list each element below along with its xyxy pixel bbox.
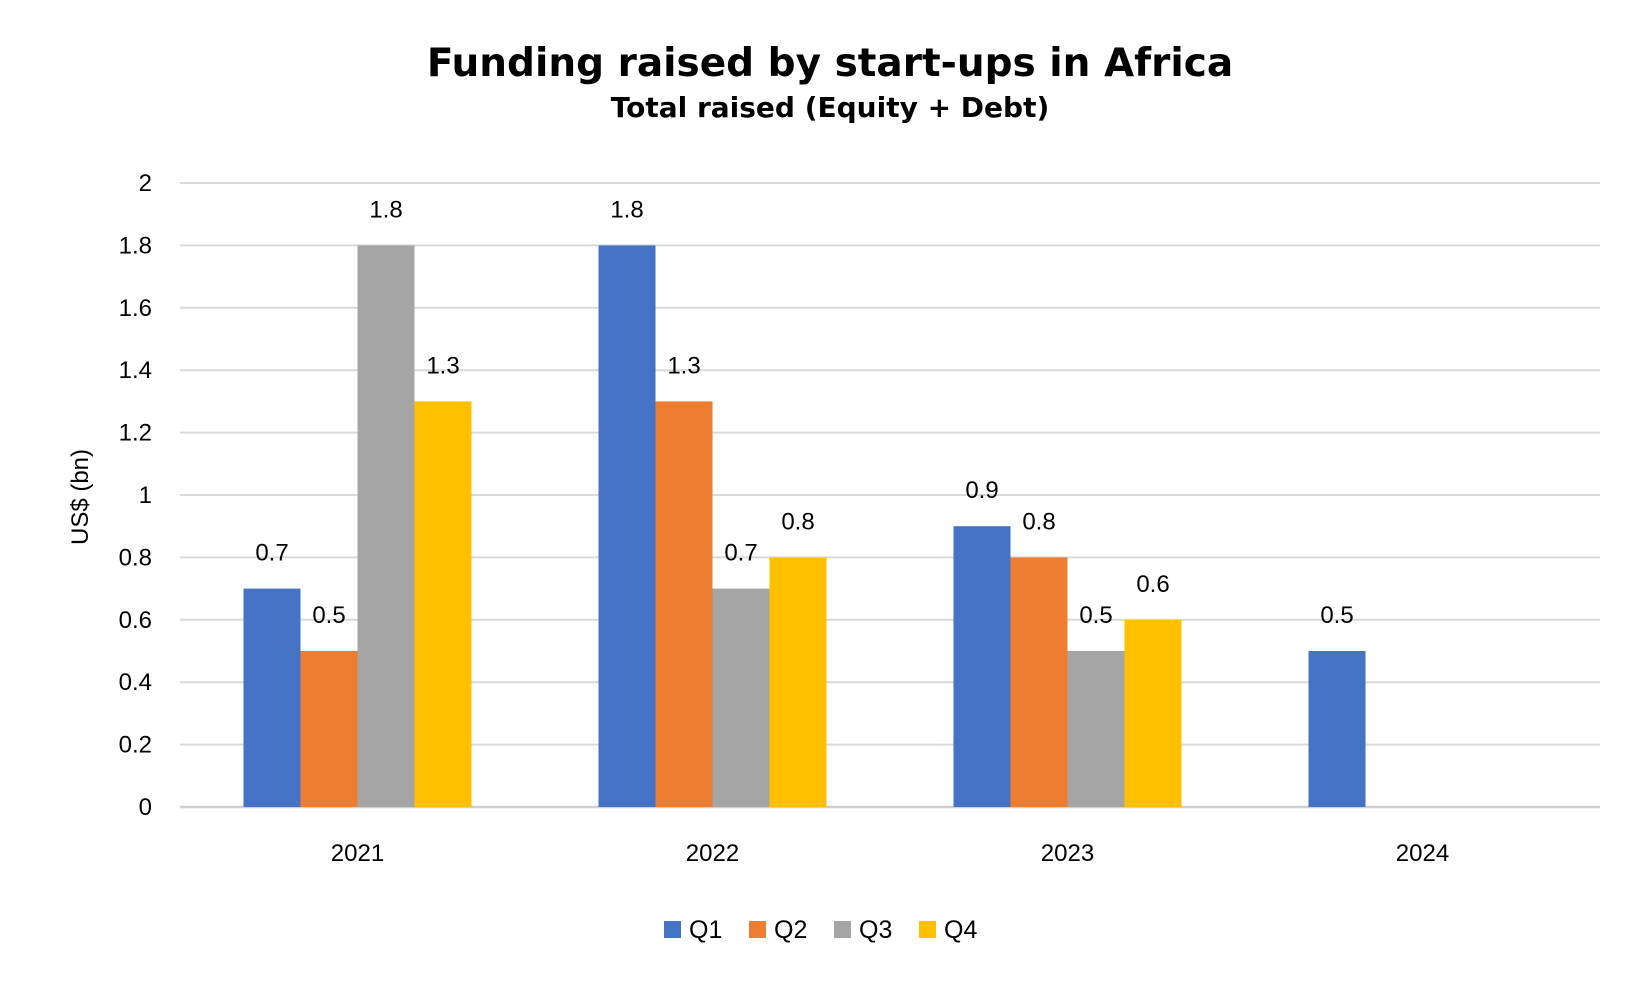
bar-q3-2021 xyxy=(357,245,415,807)
data-label: 0.8 xyxy=(1022,508,1055,535)
bar-q4-2023 xyxy=(1124,619,1182,807)
bar-q4-2022 xyxy=(769,557,827,807)
y-tick-label: 1.2 xyxy=(119,420,152,447)
data-label: 0.8 xyxy=(781,508,814,535)
bar-q1-2023 xyxy=(953,526,1011,807)
y-tick-label: 1 xyxy=(139,482,152,509)
x-tick-label: 2022 xyxy=(686,840,739,867)
data-label: 1.8 xyxy=(610,196,643,223)
legend-swatch-q1 xyxy=(664,921,681,938)
legend-swatch-q2 xyxy=(749,921,766,938)
bar-q2-2021 xyxy=(300,651,358,807)
y-axis-ticks: 0 0.2 0.4 0.6 0.8 1 1.2 1.4 1.6 1.8 2 xyxy=(119,170,152,821)
data-label: 0.5 xyxy=(1079,602,1112,629)
data-label: 0.9 xyxy=(965,477,998,504)
data-label: 0.7 xyxy=(255,540,288,567)
bar-q3-2022 xyxy=(712,588,770,807)
bar-q1-2021 xyxy=(243,588,301,807)
data-label: 1.3 xyxy=(426,352,459,379)
legend-swatch-q3 xyxy=(834,921,851,938)
data-label: 1.8 xyxy=(369,196,402,223)
data-label: 0.5 xyxy=(1320,602,1353,629)
data-label: 1.3 xyxy=(667,352,700,379)
y-tick-label: 1.4 xyxy=(119,357,152,384)
y-tick-label: 0.2 xyxy=(119,732,152,759)
y-tick-label: 1.8 xyxy=(119,232,152,259)
bar-q1-2024 xyxy=(1308,651,1366,807)
x-tick-label: 2024 xyxy=(1396,840,1449,867)
x-tick-label: 2023 xyxy=(1041,840,1094,867)
bar-q1-2022 xyxy=(598,245,656,807)
data-labels: 0.7 0.5 1.8 1.3 1.8 1.3 0.7 0.8 0.9 0.8 0.5 0.6 0.5 xyxy=(255,196,1353,629)
legend-label-q4: Q4 xyxy=(944,916,977,944)
legend-swatch-q4 xyxy=(919,921,936,938)
x-axis-ticks: 2021 2022 2023 2024 xyxy=(331,840,1449,867)
bar-q2-2023 xyxy=(1010,557,1068,807)
legend-label-q3: Q3 xyxy=(859,916,892,944)
y-axis-label: US$ (bn) xyxy=(67,449,94,545)
chart-title: Funding raised by start-ups in Africa xyxy=(427,41,1233,86)
y-tick-label: 0.4 xyxy=(119,669,152,696)
chart-subtitle: Total raised (Equity + Debt) xyxy=(611,91,1050,124)
x-tick-label: 2021 xyxy=(331,840,384,867)
y-tick-label: 1.6 xyxy=(119,295,152,322)
y-tick-label: 0.8 xyxy=(119,544,152,571)
data-label: 0.7 xyxy=(724,540,757,567)
bar-q2-2022 xyxy=(655,401,713,807)
y-tick-label: 0.6 xyxy=(119,607,152,634)
bar-q4-2021 xyxy=(414,401,472,807)
data-label: 0.6 xyxy=(1136,571,1169,598)
data-label: 0.5 xyxy=(312,602,345,629)
legend-label-q1: Q1 xyxy=(689,916,722,944)
bars xyxy=(243,245,1366,807)
legend: Q1 Q2 Q3 Q4 xyxy=(664,916,977,944)
legend-label-q2: Q2 xyxy=(774,916,807,944)
y-tick-label: 0 xyxy=(139,794,152,821)
y-tick-label: 2 xyxy=(139,170,152,197)
bar-q3-2023 xyxy=(1067,651,1125,807)
